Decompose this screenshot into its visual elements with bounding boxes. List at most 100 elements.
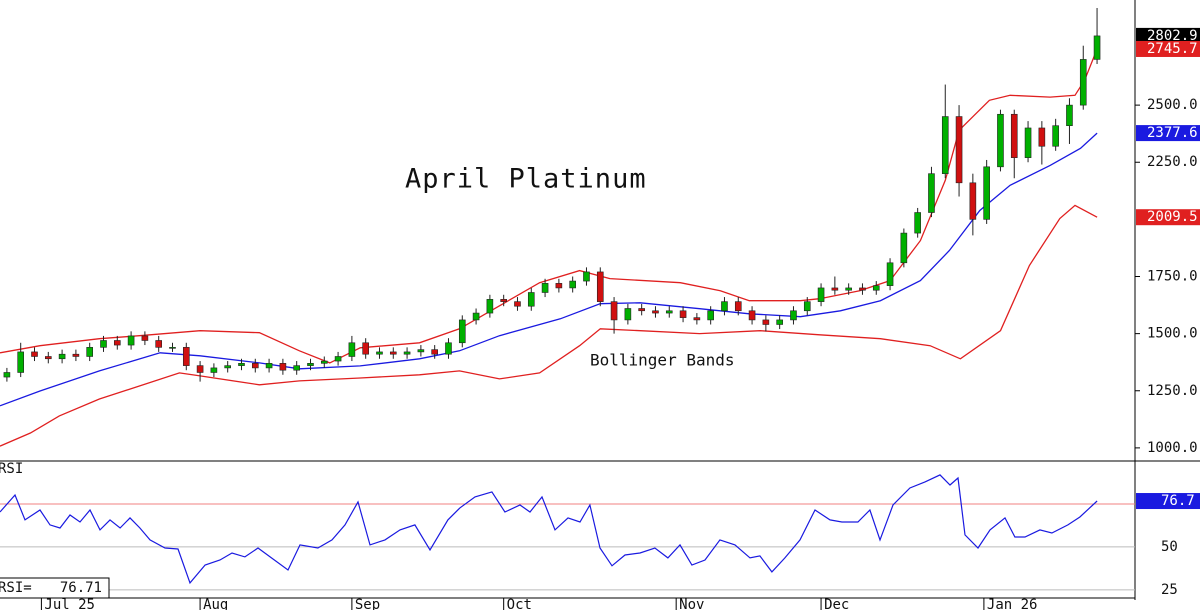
candle-body <box>155 340 162 348</box>
rsi-tick-label: 50 <box>1161 539 1178 555</box>
candle-body <box>541 283 549 293</box>
candle-body <box>307 363 314 366</box>
candle-body <box>224 365 231 369</box>
candle-body <box>638 308 645 312</box>
candle-body <box>707 310 714 321</box>
x-tick-label: Jan 26 <box>987 597 1038 610</box>
candle-body <box>127 335 135 346</box>
candle-body <box>196 365 204 373</box>
candle-body <box>900 232 908 264</box>
candle-body <box>334 356 342 362</box>
y-tick-label: 1500.0 <box>1147 326 1198 342</box>
rsi-label: RSI <box>0 461 23 477</box>
candle-body <box>376 351 383 355</box>
candle-body <box>1066 104 1073 126</box>
rsi-line <box>0 474 1098 585</box>
band-last-label: 2377.6 <box>1147 125 1198 141</box>
candle-body <box>141 335 149 341</box>
band-last-label-box <box>1136 209 1200 226</box>
candle-body <box>431 349 438 355</box>
candle-body <box>169 347 176 349</box>
y-tick-label: 2500.0 <box>1147 97 1198 113</box>
band-last-label: 2009.5 <box>1147 209 1198 225</box>
candle-body <box>100 340 107 348</box>
candle-body <box>859 287 866 291</box>
candle-body <box>527 292 535 307</box>
y-tick-label: 2250.0 <box>1147 154 1198 170</box>
last-close-label: 2802.9 <box>1147 28 1198 44</box>
candle-body <box>3 372 11 378</box>
candle-body <box>665 310 673 314</box>
candle-body <box>762 319 770 325</box>
x-tick-label: Oct <box>507 597 532 610</box>
candle-body <box>514 301 521 307</box>
candle-body <box>955 116 963 184</box>
x-tick-label: Nov <box>679 597 704 610</box>
x-tick-label: Sep <box>355 597 380 610</box>
candle-body <box>238 363 245 366</box>
candle-body <box>569 280 576 289</box>
candle-body <box>886 262 894 286</box>
candle-body <box>997 113 1004 168</box>
candle-body <box>44 356 52 360</box>
candle-body <box>1079 59 1087 106</box>
candle-body <box>417 349 425 353</box>
candle-body <box>872 285 880 291</box>
candle-body <box>831 287 839 291</box>
candle-body <box>17 351 24 373</box>
candle-body <box>803 301 811 312</box>
candle-body <box>624 308 632 321</box>
candle-body <box>86 347 93 357</box>
candle-body <box>486 299 494 314</box>
rsi-last-box <box>1136 493 1200 510</box>
candle-body <box>320 360 328 364</box>
y-tick-label: 1000.0 <box>1147 440 1198 456</box>
candle-body <box>721 301 728 312</box>
candle-body <box>348 342 356 357</box>
candle-body <box>458 319 466 344</box>
rsi-readout-box <box>0 577 110 599</box>
candle-body <box>293 365 300 371</box>
candle-body <box>941 116 949 174</box>
candle-body <box>210 367 218 373</box>
candle-body <box>31 351 38 357</box>
candle-body <box>445 342 452 355</box>
chart-title: April Platinum <box>405 164 647 195</box>
rsi-last-label: 76.7 <box>1161 493 1195 509</box>
candle-body <box>1024 127 1032 158</box>
candle-body <box>182 347 190 366</box>
band-last-label: 2745.7 <box>1147 41 1198 57</box>
candle-body <box>652 310 659 314</box>
candle-body <box>113 340 121 346</box>
candle-body <box>748 310 756 321</box>
rsi-readout-value: 76.71 <box>60 580 102 596</box>
last-close-label-box <box>1136 27 1200 44</box>
candle-body <box>928 173 935 213</box>
x-tick-label: Jul 25 <box>44 597 95 610</box>
candle-body <box>472 312 480 321</box>
candle-body <box>914 212 921 234</box>
y-tick-label: 1250.0 <box>1147 383 1198 399</box>
candle-body <box>58 353 66 360</box>
candle-body <box>790 310 797 321</box>
x-tick-label: Dec <box>824 597 849 610</box>
candle-body <box>362 342 369 355</box>
candle-body <box>969 182 977 220</box>
band-last-label-box <box>1136 125 1200 142</box>
rsi-readout-label: RSI= <box>0 580 32 596</box>
candle-body <box>776 319 783 325</box>
candle-body <box>596 271 604 302</box>
y-tick-label: 1750.0 <box>1147 269 1198 285</box>
candle-body <box>555 283 563 289</box>
candle-body <box>72 353 80 357</box>
candle-body <box>610 301 618 321</box>
candle-body <box>679 310 687 318</box>
candle-body <box>845 287 852 291</box>
candle-body <box>279 363 287 371</box>
candle-body <box>1010 113 1018 158</box>
candle-body <box>1093 35 1101 60</box>
candle-body <box>734 301 742 312</box>
band-last-label-box <box>1136 40 1200 57</box>
